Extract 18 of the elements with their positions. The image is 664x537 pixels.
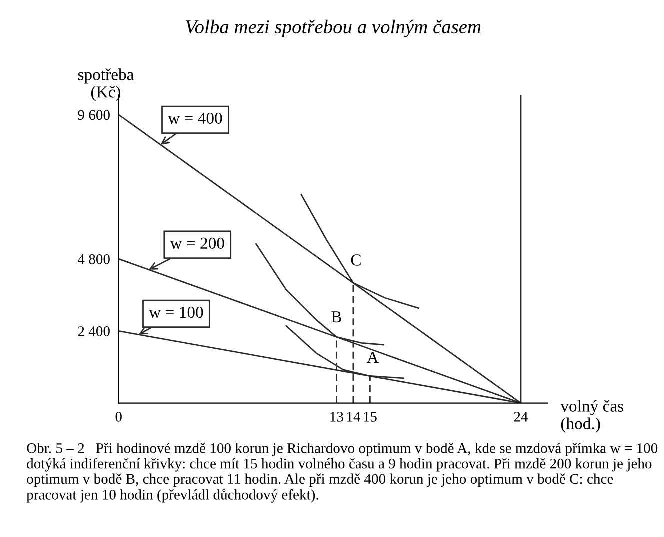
y-tick-label: 4 800 bbox=[78, 254, 110, 264]
annotation: B bbox=[332, 312, 342, 323]
annotation: A bbox=[367, 352, 379, 363]
text: Obr. 5 – 2 Při hodinové mzdě 100 korun je Richardovo optimum v bodě A, kde se mzdová přímka w = 100 dotýká indiferenční křivky: chce mít 15 hodin volného času a 9 hodin pracovat. Při mzdě 200 korun je jeho optimum v bodě B, chce pracovat 11 hodin. Ale při mzdě 400 korun je jeho optimum v bodě C: chce pracovat jen 10 hodin (převládl důchodový efekt). bbox=[26, 443, 658, 503]
annotation: w = 200 bbox=[170, 238, 224, 250]
y-axis-title: spotřeba (Kč) bbox=[78, 68, 134, 102]
annotation: w = 100 bbox=[149, 306, 204, 318]
x-tick-label: 24 bbox=[514, 412, 528, 422]
chart-title: Volba mezi spotřebou a volným časem bbox=[186, 20, 481, 38]
y-tick-label: 9 600 bbox=[78, 110, 110, 120]
x-tick-label: 0 bbox=[116, 412, 122, 422]
annotation: C bbox=[351, 254, 361, 266]
y-tick-label: 2 400 bbox=[78, 326, 110, 336]
x-tick-label: 15 bbox=[364, 412, 377, 422]
x-tick-label: 13 bbox=[330, 412, 344, 422]
x-axis-title: volný čas (hod.) bbox=[560, 400, 624, 433]
annotation: w = 400 bbox=[168, 112, 222, 124]
x-tick-label: 14 bbox=[347, 412, 360, 422]
